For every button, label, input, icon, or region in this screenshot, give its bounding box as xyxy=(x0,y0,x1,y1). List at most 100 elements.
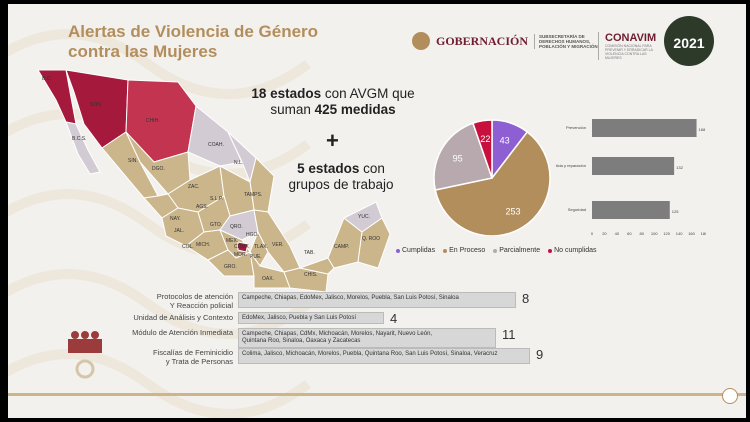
row-label: Módulo de Atención Inmediata xyxy=(132,328,233,337)
presentation-slide: Alertas de Violencia de Género contra la… xyxy=(8,4,746,418)
state-label: GTO. xyxy=(210,222,222,228)
state-label: COL. xyxy=(182,244,194,250)
gobernacion-name: GOBERNACIÓN xyxy=(436,33,529,48)
state-coahuila xyxy=(187,105,243,167)
year-emblem: 2021 xyxy=(664,16,714,66)
state-label: B.C.S. xyxy=(72,136,86,142)
legend-item: En Proceso xyxy=(443,247,485,254)
pie-value-label: 253 xyxy=(506,206,521,216)
bar-category-label: Prevención xyxy=(566,125,586,130)
state-label: OAX. xyxy=(262,276,274,282)
mexico-map: B.C. SON. CHIH. B.C.S. SIN. DGO. COAH. N… xyxy=(37,69,391,292)
row-label: Fiscalías de Feminicidio y Trata de Pers… xyxy=(152,348,233,366)
bar-category-label: Seguridad xyxy=(568,207,586,212)
row-states-box: Campeche, Chiapas, EdoMex, Jalisco, More… xyxy=(238,292,516,308)
state-label: VER. xyxy=(272,242,284,248)
state-label: QRO. xyxy=(230,224,243,230)
row-states-box: Campeche, Chiapas, CdMx, Michoacán, More… xyxy=(238,328,496,348)
legend-item: Parcialmente xyxy=(493,247,540,254)
state-label: CHIS. xyxy=(304,272,317,278)
state-label: COAH. xyxy=(208,142,224,148)
bar-value-label: 125 xyxy=(672,209,679,214)
state-label: ZAC. xyxy=(188,184,199,190)
state-sinaloa xyxy=(101,131,159,199)
legend-item: Cumplidas xyxy=(396,247,435,254)
legend-item: No cumplidas xyxy=(548,247,597,254)
x-tick-label: 60 xyxy=(627,231,632,236)
state-label: B.C. xyxy=(42,76,52,82)
x-tick-label: 20 xyxy=(602,231,607,236)
state-label: SON. xyxy=(90,102,102,108)
state-nayarit xyxy=(143,193,179,219)
avgm-measures-count: 425 medidas xyxy=(314,102,396,117)
working-groups-headline: 5 estados con grupos de trabajo xyxy=(266,161,416,193)
state-label: MICH. xyxy=(196,242,210,248)
x-tick-label: 80 xyxy=(640,231,645,236)
national-seal-icon xyxy=(412,32,430,50)
state-label: MEX. xyxy=(226,238,238,244)
row-count: 8 xyxy=(522,291,530,306)
bar-value-label: 168 xyxy=(699,127,706,132)
footer-logo-icon xyxy=(722,388,738,404)
working-groups-text-1: con xyxy=(359,161,385,176)
state-label: HGO. xyxy=(246,232,259,238)
measures-pie-chart: 43 253 95 22 xyxy=(433,119,551,236)
state-baja-california-sur xyxy=(65,121,101,175)
state-label: PUE. xyxy=(250,254,262,260)
legend-label: Parcialmente xyxy=(499,247,541,254)
row-states-box: Colima, Jalisco, Michoacán, Morelos, Pue… xyxy=(238,348,530,364)
legend-label: En Proceso xyxy=(449,247,486,254)
conavim-subtitle: COMISIÓN NACIONAL PARA PREVENIR Y ERRADI… xyxy=(605,44,653,60)
avgm-headline: 18 estados con AVGM que suman 425 medida… xyxy=(238,86,428,118)
bar xyxy=(592,119,697,137)
row-count: 4 xyxy=(390,311,398,326)
conavim-logo: CONAVIM COMISIÓN NACIONAL PARA PREVENIR … xyxy=(598,32,657,60)
avgm-text-2: suman xyxy=(270,102,315,117)
bar xyxy=(592,157,675,175)
legend-dot xyxy=(396,248,400,253)
pie-legend: Cumplidas En Proceso Parcialmente No cum… xyxy=(396,247,597,254)
page-title: Alertas de Violencia de Género contra la… xyxy=(68,22,319,61)
state-label: CDMX xyxy=(234,244,249,250)
state-label: CAMP. xyxy=(334,244,349,250)
state-label: Q. ROO xyxy=(362,236,380,242)
legend-label: Cumplidas xyxy=(402,247,436,254)
pie-value-label: 43 xyxy=(500,136,510,146)
row-count: 11 xyxy=(502,327,516,342)
state-label: GRO. xyxy=(224,264,237,270)
x-tick-label: 100 xyxy=(651,231,658,236)
people-illustration xyxy=(68,331,102,379)
x-tick-label: 120 xyxy=(663,231,670,236)
x-tick-label: 0 xyxy=(591,231,594,236)
pie-slice-no-cumplidas xyxy=(471,119,493,179)
bar-value-label: 132 xyxy=(676,165,683,170)
state-label: DGO. xyxy=(152,166,165,172)
measures-bar-chart: Prevención 168 Justicia y reparación 132 Seg… xyxy=(556,119,706,236)
state-label: AGS. xyxy=(196,204,208,210)
state-label: S.L.P. xyxy=(210,196,223,202)
plus-sign: + xyxy=(326,128,339,153)
state-label: TLAX. xyxy=(254,244,268,250)
row-count: 9 xyxy=(536,347,544,362)
state-label: N.L. xyxy=(234,160,243,166)
state-label: NAY. xyxy=(170,216,181,222)
state-label: JAL. xyxy=(174,228,184,234)
row-label: Unidad de Análisis y Contexto xyxy=(133,313,233,322)
legend-label: No cumplidas xyxy=(554,247,597,254)
avgm-text-1: con AVGM que xyxy=(321,86,415,101)
working-groups-text-2: grupos de trabajo xyxy=(288,177,394,192)
working-groups-count: 5 estados xyxy=(297,161,360,176)
bar xyxy=(592,201,670,219)
pie-slice-en-proceso xyxy=(434,130,551,236)
avgm-states-count: 18 estados xyxy=(251,86,322,101)
x-tick-label: 180 xyxy=(701,231,706,236)
state-label: CHIH. xyxy=(146,118,160,124)
gobernacion-logo: GOBERNACIÓN SUBSECRETARÍA DE DERECHOS HU… xyxy=(412,32,609,50)
row-states-box: EdoMex, Jalisco, Puebla y San Luis Potos… xyxy=(238,312,384,324)
state-quintana-roo xyxy=(357,217,391,269)
row-label: Protocolos de atención Y Reacción polici… xyxy=(156,292,233,310)
gobernacion-subtitle: SUBSECRETARÍA DE DERECHOS HUMANOS, POBLA… xyxy=(534,33,609,49)
state-label: MOR. xyxy=(234,252,247,258)
x-tick-label: 140 xyxy=(676,231,683,236)
